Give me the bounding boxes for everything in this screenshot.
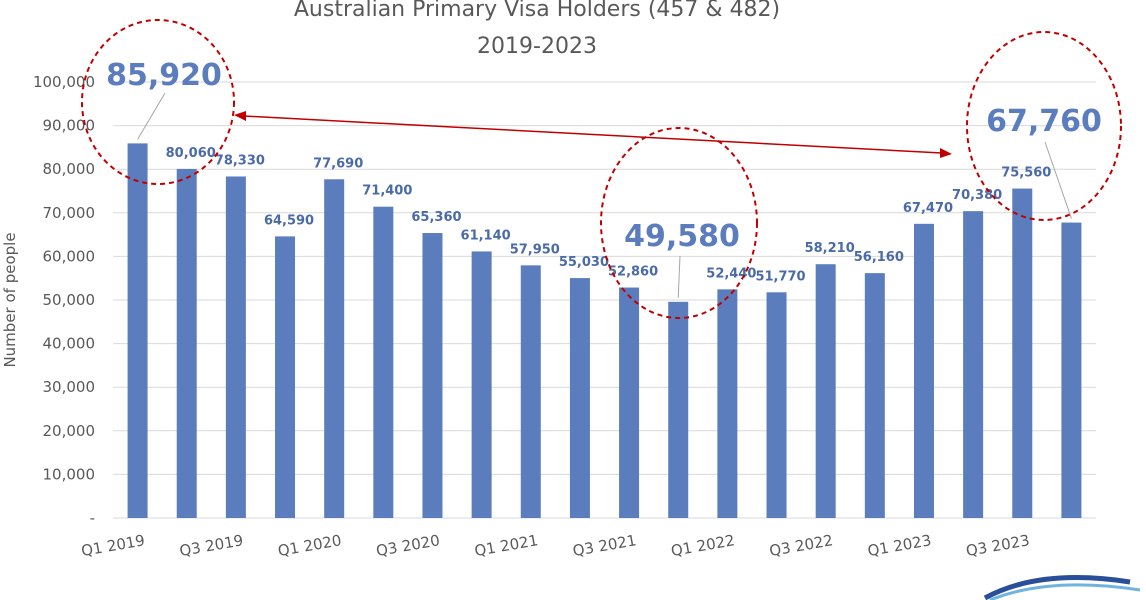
- leader-line: [137, 92, 166, 140]
- x-tick-label: Q3 2022: [768, 531, 834, 560]
- data-label: 58,210: [805, 241, 855, 256]
- y-tick-label: -: [90, 509, 95, 527]
- y-tick-label: 80,000: [43, 160, 96, 178]
- y-tick-label: 40,000: [43, 335, 96, 353]
- data-label: 70,380: [952, 188, 1002, 203]
- x-tick-label: Q3 2021: [571, 531, 637, 560]
- x-tick-label: Q1 2022: [670, 531, 736, 560]
- y-axis-label: Number of people: [1, 232, 19, 367]
- bar: [422, 233, 443, 518]
- x-tick-label: Q3 2019: [178, 531, 244, 560]
- bar: [864, 273, 885, 518]
- y-tick-label: 100,000: [33, 73, 95, 91]
- data-label: 75,560: [1001, 166, 1051, 181]
- bar: [225, 176, 246, 518]
- bar: [471, 251, 492, 518]
- logo: [983, 575, 1141, 600]
- x-tick-label: Q3 2020: [375, 531, 441, 560]
- bar: [766, 292, 787, 518]
- bar: [913, 223, 934, 518]
- data-label: 80,060: [166, 146, 216, 161]
- y-axis-ticks: - 10,000 20,000 30,000 40,000 50,000 60,000 70,…: [33, 73, 95, 527]
- x-tick-label: Q1 2023: [866, 531, 932, 560]
- bar: [619, 287, 640, 518]
- y-tick-label: 50,000: [43, 291, 96, 309]
- data-label: 51,770: [755, 269, 805, 284]
- data-label: 71,400: [362, 184, 412, 199]
- highlight-ellipse: [966, 31, 1122, 221]
- data-label: 57,950: [510, 242, 560, 257]
- x-tick-label: Q1 2021: [473, 531, 539, 560]
- bar: [373, 206, 394, 519]
- bar: [717, 289, 738, 518]
- gridlines: [113, 81, 1096, 519]
- data-label: 67,470: [903, 201, 953, 216]
- y-tick-label: 60,000: [43, 247, 96, 265]
- x-tick-label: Q1 2019: [80, 531, 146, 560]
- data-label: 52,860: [608, 265, 658, 280]
- y-tick-label: 10,000: [43, 465, 96, 483]
- bar: [127, 143, 148, 518]
- highlight-ellipse: [600, 127, 758, 319]
- logo-swoosh-icon: [983, 575, 1131, 600]
- y-tick-label: 90,000: [43, 117, 96, 135]
- data-label: 55,030: [559, 255, 609, 270]
- y-tick-label: 30,000: [43, 378, 96, 396]
- arrowhead-left-icon: [234, 111, 246, 121]
- data-label: 61,140: [461, 228, 511, 243]
- chart-title: Australian Primary Visa Holders (457 & 4…: [294, 0, 780, 22]
- chart-subtitle: 2019-2023: [477, 34, 597, 59]
- callout-annotations: 85,920 49,580 67,760: [81, 19, 1122, 319]
- data-label: 52,440: [706, 266, 756, 281]
- arrowhead-right-icon: [940, 148, 952, 158]
- bars: [127, 143, 1082, 519]
- bar: [963, 211, 984, 519]
- callout-label: 49,580: [624, 219, 740, 254]
- bar: [668, 301, 689, 518]
- bar: [569, 278, 590, 518]
- comparison-arrow: [243, 115, 943, 154]
- x-tick-label: Q1 2020: [276, 531, 342, 560]
- callout-label: 67,760: [986, 104, 1102, 139]
- bar: [1061, 222, 1082, 518]
- bar: [520, 265, 541, 518]
- data-label: 56,160: [854, 250, 904, 265]
- bar: [176, 168, 197, 518]
- data-label: 64,590: [264, 213, 314, 228]
- x-tick-label: Q3 2023: [965, 531, 1031, 560]
- y-tick-label: 70,000: [43, 204, 96, 222]
- x-axis-ticks: Q1 2019 Q3 2019 Q1 2020 Q3 2020 Q1 2021 Q3 20…: [80, 531, 1031, 560]
- callout-label: 85,920: [106, 58, 222, 93]
- bar: [815, 264, 836, 518]
- data-label: 78,330: [215, 153, 265, 168]
- logo-swoosh-icon-2: [989, 583, 1141, 600]
- bar: [275, 236, 296, 518]
- data-label: 77,690: [313, 156, 363, 171]
- data-label: 65,360: [411, 210, 461, 225]
- highlight-ellipse: [81, 19, 235, 185]
- y-tick-label: 20,000: [43, 422, 96, 440]
- bar: [1012, 188, 1033, 518]
- bar: [324, 179, 345, 518]
- leader-line: [1044, 141, 1072, 219]
- leader-line: [677, 255, 681, 298]
